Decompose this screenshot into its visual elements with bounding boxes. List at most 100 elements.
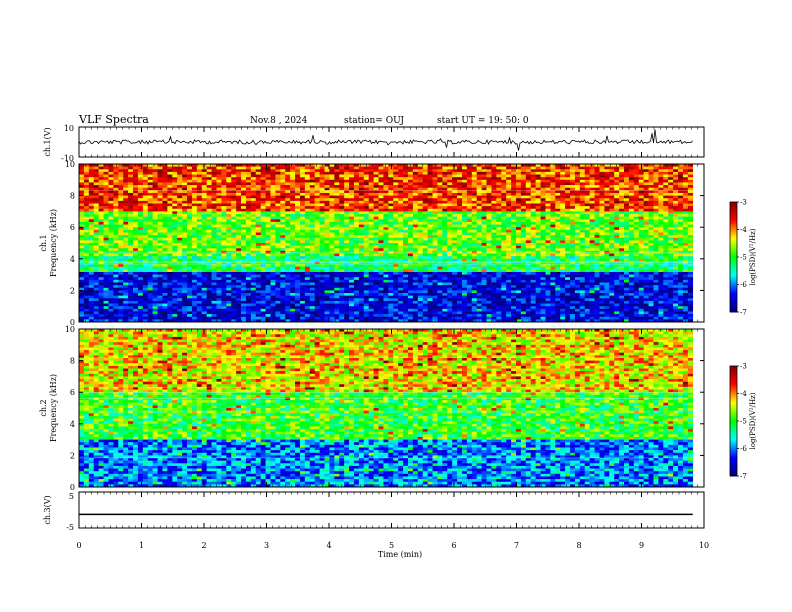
ch1-spec-cell [99,201,104,204]
ch1-spec-cell [177,201,182,204]
ch1-spec-cell [437,196,442,199]
ch1-spec-cell [604,196,609,199]
ch1-spec-cell [496,190,501,193]
ch1-spec-cell [531,196,536,199]
ch1-spec-cell [472,238,477,241]
ch1-spec-cell [266,225,271,228]
ch1-spec-cell [619,190,624,193]
ch1-spec-cell [251,172,256,175]
ch1-spec-cell [354,185,359,188]
ch1-spec-cell [374,185,379,188]
ch1-spec-cell [418,251,423,254]
ch1-spec-cell [457,251,462,254]
ch1-spec-cell [668,167,673,170]
ch1-spec-cell [202,267,207,270]
ch1-spec-cell [315,256,320,259]
ch1-spec-cell [452,222,457,225]
ch1-spec-cell [143,182,148,185]
ch1-spec-cell [683,251,688,254]
ch1-spec-cell [452,227,457,230]
ch1-spec-cell [398,235,403,238]
ch1-spec-cell [167,209,172,212]
ch1-spec-cell [270,182,275,185]
ch1-spec-cell [79,180,84,183]
ch1-spec-cell [678,185,683,188]
ch1-spec-cell [604,167,609,170]
ch1-spec-cell [300,196,305,199]
ch1-spec-cell [658,201,663,204]
ch1-spec-cell [261,196,266,199]
ch1-spec-cell [595,177,600,180]
ch1-spec-cell [516,198,521,201]
ch1-spec-cell [658,204,663,207]
ch1-spec-cell [270,177,275,180]
ch1-spec-cell [153,251,158,254]
ch1-spec-cell [550,225,555,228]
ch1-spec-cell [162,230,167,233]
ch1-spec-cell [202,175,207,178]
ch1-spec-cell [290,217,295,220]
ch1-spec-cell [506,172,511,175]
ch1-spec-cell [683,248,688,251]
ch1-spec-cell [241,246,246,249]
ch1-spec-cell [580,246,585,249]
ch1-spec-cell [550,167,555,170]
ch1-spec-cell [560,227,565,230]
ch1-spec-cell [123,190,128,193]
ch1-spec-cell [536,251,541,254]
ch1-spec-cell [261,238,266,241]
ch1-spec-cell [467,246,472,249]
ch1-spec-cell [590,169,595,172]
ch1-spec-cell [256,219,261,222]
ch1-spec-cell [629,169,634,172]
ch1-spec-cell [167,175,172,178]
ch1-spec-cell [457,175,462,178]
ch1-spec-cell [256,254,261,257]
ch1-spec-cell [383,182,388,185]
ch1-spec-cell [143,230,148,233]
ch1-spec-cell [678,248,683,251]
ch1-spec-cell [398,169,403,172]
ch1-spec-cell [231,214,236,217]
ch1-spec-cell [285,175,290,178]
ch1-spec-cell [207,238,212,241]
ch1-spec-cell [536,175,541,178]
ch1-spec-cell [487,246,492,249]
ch1-spec-cell [89,227,94,230]
ch1-spec-cell [359,169,364,172]
ch1-spec-cell [413,180,418,183]
ch1-spec-cell [256,196,261,199]
ch1-spec-cell [231,267,236,270]
ch1-spec-cell [221,222,226,225]
ch1-spec-cell [452,254,457,257]
ch1-spec-cell [482,198,487,201]
ch1-spec-cell [113,232,118,235]
ch1-spec-cell [172,267,177,270]
ch1-spec-cell [634,190,639,193]
ch1-spec-cell [251,175,256,178]
ch1-spec-cell [379,182,384,185]
ch1-spec-cell [320,254,325,257]
ch1-spec-cell [315,238,320,241]
ch1-spec-cell [364,251,369,254]
ch1-spec-cell [629,256,634,259]
ch1-spec-cell [241,225,246,228]
ch1-spec-cell [231,172,236,175]
ch1-spec-cell [408,240,413,243]
ch1-spec-cell [251,246,256,249]
ch1-spec-cell [565,209,570,212]
ch1-spec-cell [374,180,379,183]
ch1-spec-cell [138,204,143,207]
ch1-spec-cell [89,251,94,254]
ch1-spec-cell [428,182,433,185]
ch1-spec-cell [614,235,619,238]
ch1-spec-cell [329,232,334,235]
ch1-spec-cell [79,198,84,201]
ch1-spec-cell [550,209,555,212]
ch1-spec-cell [437,175,442,178]
ch1-spec-cell [374,256,379,259]
ch1-spec-cell [369,209,374,212]
ch1-spec-cell [383,214,388,217]
ch1-spec-cell [565,185,570,188]
ch1-spec-cell [511,172,516,175]
